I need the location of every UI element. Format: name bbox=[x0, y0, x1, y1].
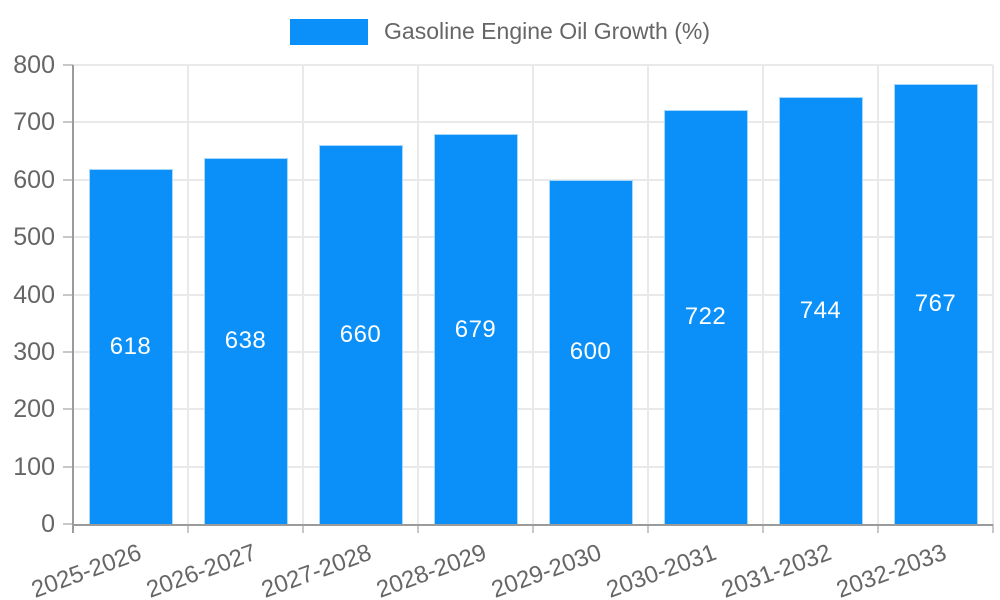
bar[interactable]: 638 bbox=[203, 157, 288, 524]
x-axis-tick bbox=[532, 524, 534, 533]
v-gridline bbox=[417, 65, 419, 524]
y-axis-tick bbox=[63, 64, 73, 66]
y-axis-tick bbox=[63, 121, 73, 124]
x-tick-label: 2026-2027 bbox=[142, 539, 260, 600]
v-gridline bbox=[762, 65, 764, 524]
y-tick-label: 700 bbox=[13, 108, 55, 137]
y-axis-tick bbox=[63, 523, 73, 525]
y-axis-tick bbox=[63, 178, 73, 181]
x-axis-tick bbox=[647, 524, 649, 533]
legend: Gasoline Engine Oil Growth (%) bbox=[0, 18, 1000, 45]
y-axis-tick bbox=[63, 236, 73, 239]
y-axis-tick bbox=[63, 465, 73, 468]
x-axis-tick bbox=[992, 524, 994, 533]
x-tick-label: 2032-2033 bbox=[832, 539, 950, 600]
x-axis-tick bbox=[302, 524, 304, 533]
y-tick-label: 100 bbox=[13, 452, 55, 481]
y-tick-label: 200 bbox=[13, 395, 55, 424]
v-gridline bbox=[532, 65, 534, 524]
v-gridline bbox=[302, 65, 304, 524]
bar[interactable]: 660 bbox=[318, 145, 403, 524]
y-axis-tick bbox=[63, 350, 73, 353]
bar[interactable]: 722 bbox=[663, 109, 748, 524]
bar[interactable]: 744 bbox=[778, 97, 863, 524]
v-gridline bbox=[877, 65, 879, 524]
bar-value-label: 679 bbox=[454, 315, 497, 343]
y-axis-tick bbox=[63, 293, 73, 296]
v-gridline bbox=[647, 65, 649, 524]
x-tick-label: 2028-2029 bbox=[372, 539, 490, 600]
legend-item[interactable]: Gasoline Engine Oil Growth (%) bbox=[290, 18, 710, 45]
plot-area: 618 638 660 679 600 722 744 767 bbox=[73, 64, 994, 524]
x-axis-tick bbox=[187, 524, 189, 533]
bar-value-label: 767 bbox=[914, 290, 957, 318]
x-axis-tick bbox=[877, 524, 879, 533]
bar[interactable]: 618 bbox=[88, 169, 173, 524]
bar-value-label: 618 bbox=[109, 333, 152, 361]
y-tick-label: 300 bbox=[13, 337, 55, 366]
y-axis-tick bbox=[63, 408, 73, 411]
legend-swatch-icon bbox=[290, 18, 369, 45]
bar-value-label: 660 bbox=[339, 321, 382, 349]
bar-value-label: 638 bbox=[224, 327, 267, 355]
y-tick-label: 800 bbox=[13, 51, 55, 79]
v-gridline bbox=[187, 65, 189, 524]
x-tick-label: 2031-2032 bbox=[717, 539, 835, 600]
v-gridline bbox=[992, 65, 994, 524]
y-tick-label: 0 bbox=[41, 510, 55, 538]
bar-value-label: 600 bbox=[569, 338, 612, 366]
bar-value-label: 744 bbox=[799, 297, 842, 325]
y-tick-label: 600 bbox=[13, 165, 55, 194]
x-tick-label: 2025-2026 bbox=[27, 539, 145, 600]
bar[interactable]: 679 bbox=[433, 134, 518, 524]
x-tick-label: 2027-2028 bbox=[257, 539, 375, 600]
x-tick-label: 2030-2031 bbox=[602, 539, 720, 600]
legend-label: Gasoline Engine Oil Growth (%) bbox=[384, 18, 710, 44]
y-tick-label: 400 bbox=[13, 280, 55, 309]
y-axis-line bbox=[72, 65, 74, 533]
x-axis-tick bbox=[762, 524, 764, 533]
bar[interactable]: 600 bbox=[548, 179, 633, 524]
bar-value-label: 722 bbox=[684, 303, 727, 331]
x-axis-line bbox=[72, 524, 993, 526]
x-axis-tick bbox=[417, 524, 419, 533]
y-tick-label: 500 bbox=[13, 223, 55, 252]
x-tick-label: 2029-2030 bbox=[487, 539, 605, 600]
bar[interactable]: 767 bbox=[893, 83, 978, 524]
